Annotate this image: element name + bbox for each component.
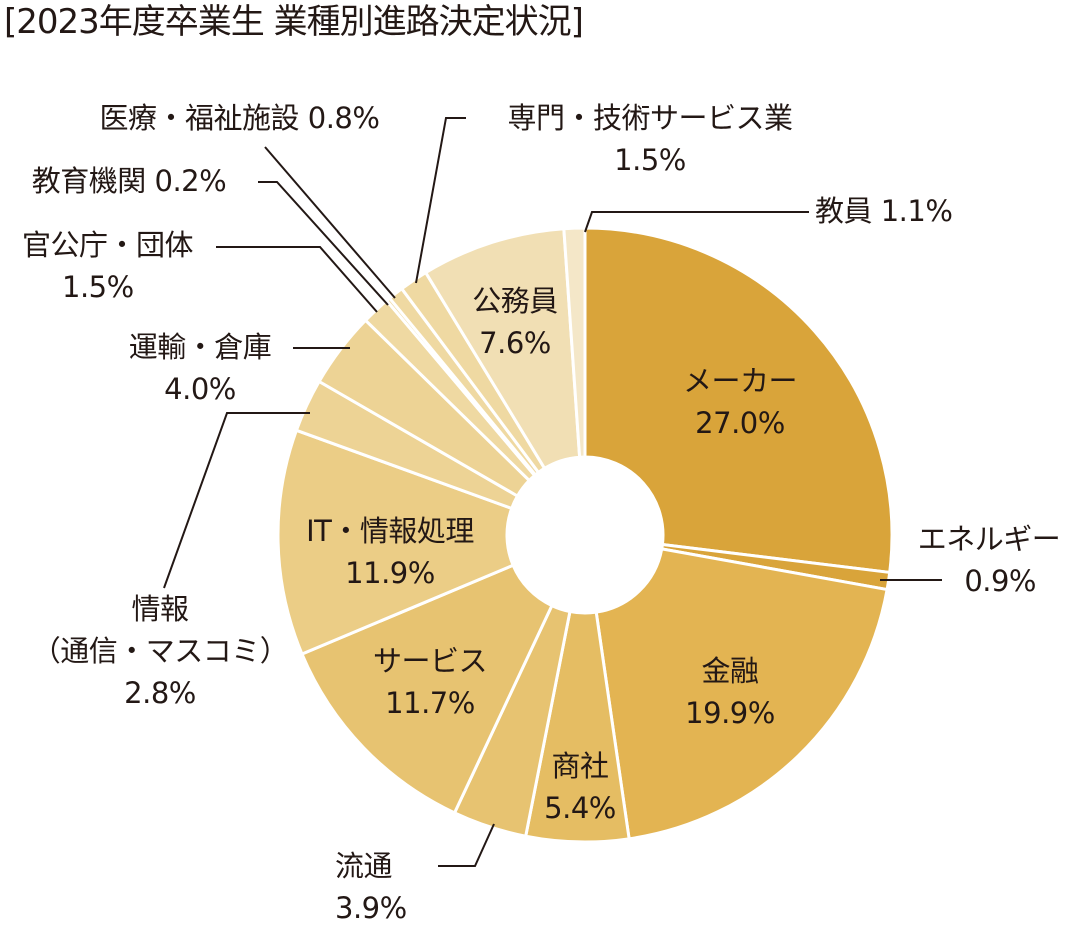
leader-lines (163, 117, 942, 867)
slice-14 (562, 226, 587, 459)
label-energy: エネルギー 0.9% (917, 522, 1061, 598)
slice-2 (594, 547, 889, 841)
label-civil-servant: 公務員 7.6% (472, 284, 558, 360)
slice-6 (276, 428, 516, 657)
label-professional: 専門・技術サービス業 1.5% (507, 101, 793, 177)
label-trading: 商社 5.4% (544, 749, 616, 825)
leader-line-distribution (438, 823, 495, 867)
label-medical: 医療・福祉施設 0.8% (99, 101, 380, 135)
label-media: 情報 （通信・マスコミ） 2.8% (31, 592, 289, 710)
label-maker: メーカー 27.0% (682, 364, 798, 440)
leader-line-education (258, 181, 389, 306)
label-education: 教育機関 0.2% (31, 164, 227, 198)
donut-slices (276, 226, 894, 844)
leader-line-government (216, 246, 378, 313)
leader-line-teacher (584, 211, 809, 233)
label-finance: 金融 19.9% (685, 654, 775, 730)
slice-13 (423, 227, 582, 471)
label-service: サービス 11.7% (372, 644, 488, 720)
chart-title: [2023年度卒業生 業種別進路決定状況] (4, 2, 584, 42)
label-government: 官公庁・団体 1.5% (21, 228, 194, 304)
leader-line-medical (264, 146, 396, 299)
slice-5 (300, 563, 554, 815)
label-teacher: 教員 1.1% (815, 194, 953, 228)
leader-line-professional (415, 117, 466, 284)
label-transport: 運輸・倉庫 4.0% (128, 330, 272, 406)
slice-0 (583, 226, 894, 575)
leader-line-media (163, 412, 310, 589)
label-it: IT・情報処理 11.9% (306, 514, 474, 590)
label-distribution: 流通 3.9% (335, 849, 407, 925)
